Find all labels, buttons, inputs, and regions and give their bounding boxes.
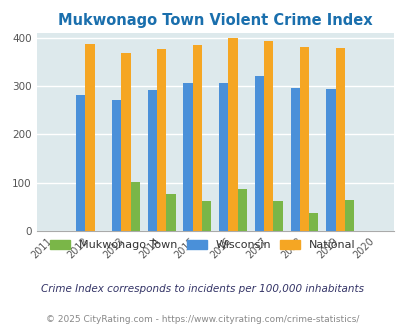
Bar (147, 90, 157, 231)
Bar (130, 182, 139, 231)
Bar (254, 77, 264, 231)
Bar (166, 194, 175, 231)
Bar (335, 49, 344, 231)
Title: Mukwonago Town Violent Crime Index: Mukwonago Town Violent Crime Index (58, 13, 371, 28)
Bar (299, 47, 308, 231)
Legend: Mukwonago Town, Wisconsin, National: Mukwonago Town, Wisconsin, National (47, 236, 358, 253)
Bar (76, 95, 85, 231)
Bar (326, 88, 335, 231)
Bar (121, 53, 130, 231)
Bar (273, 201, 282, 231)
Text: © 2025 CityRating.com - https://www.cityrating.com/crime-statistics/: © 2025 CityRating.com - https://www.city… (46, 315, 359, 324)
Bar (228, 38, 237, 231)
Bar (308, 213, 318, 231)
Bar (85, 44, 94, 231)
Bar (183, 83, 192, 231)
Bar (264, 41, 273, 231)
Bar (201, 201, 211, 231)
Bar (219, 83, 228, 231)
Bar (157, 49, 166, 231)
Bar (237, 189, 246, 231)
Bar (192, 45, 201, 231)
Bar (112, 100, 121, 231)
Bar (344, 200, 353, 231)
Bar (290, 87, 299, 231)
Text: Crime Index corresponds to incidents per 100,000 inhabitants: Crime Index corresponds to incidents per… (41, 284, 364, 294)
